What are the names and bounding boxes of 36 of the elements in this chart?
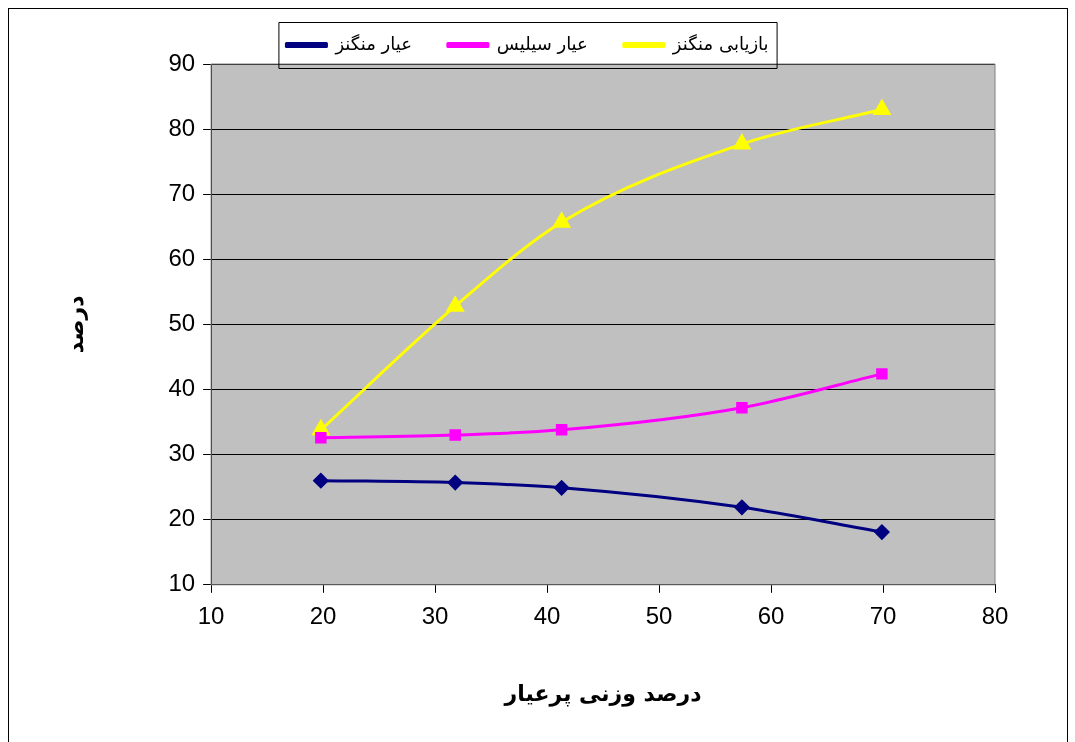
- y-tick-label: 80: [168, 113, 196, 141]
- point: [553, 212, 571, 228]
- y-tick-label: 40: [168, 374, 196, 402]
- y-tick-label: 70: [168, 178, 196, 206]
- point: [734, 499, 750, 515]
- y-tick-label: 30: [168, 439, 196, 467]
- point: [736, 401, 748, 414]
- x-tick-label: 60: [757, 601, 785, 629]
- x-axis-title: درصد وزنی پرعیار: [503, 680, 702, 707]
- x-tick-label: 40: [533, 601, 561, 629]
- legend-label: عیار سیلیس: [496, 32, 588, 54]
- legend-label: عیار منگنز: [334, 32, 412, 55]
- point: [555, 424, 568, 436]
- point: [449, 429, 461, 441]
- y-tick-label: 50: [168, 309, 196, 337]
- y-tick-label: 10: [168, 569, 196, 597]
- point: [315, 431, 327, 444]
- point: [313, 473, 329, 489]
- point: [733, 134, 751, 150]
- x-tick-label: 80: [981, 601, 1009, 629]
- x-tick-label: 50: [645, 601, 673, 629]
- point: [873, 100, 891, 116]
- y-tick-label: 60: [168, 243, 196, 271]
- y-tick-label: 90: [168, 48, 196, 76]
- x-tick-label: 20: [309, 601, 337, 629]
- y-tick-label: 20: [168, 504, 196, 532]
- point: [876, 368, 888, 380]
- x-tick-label: 30: [421, 601, 449, 629]
- point: [447, 475, 463, 491]
- legend-label: بازیابی منگنز: [671, 32, 769, 55]
- x-tick-label: 70: [869, 601, 897, 629]
- y-axis-title: درصد: [62, 295, 88, 354]
- point: [874, 524, 890, 540]
- point: [446, 296, 464, 312]
- point: [554, 480, 570, 496]
- x-tick-label: 10: [197, 601, 225, 629]
